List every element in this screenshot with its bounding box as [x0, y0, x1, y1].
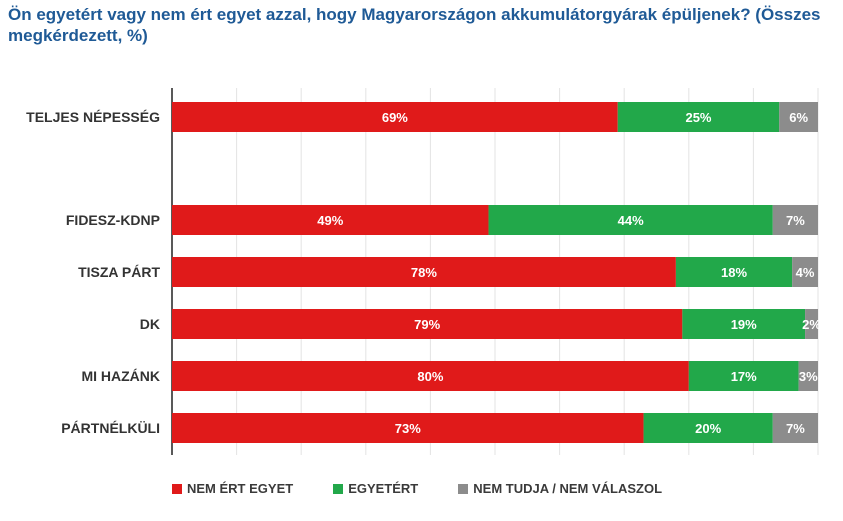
data-label: 4% [796, 265, 815, 280]
data-label: 18% [721, 265, 747, 280]
category-label: TELJES NÉPESSÉG [26, 109, 160, 125]
legend-item-nem-ert-egyet: NEM ÉRT EGYET [172, 481, 293, 496]
bar-segment [172, 257, 676, 287]
bar-segment [682, 309, 806, 339]
category-label: MI HAZÁNK [81, 368, 160, 384]
legend-label-egyetert: EGYETÉRT [348, 481, 419, 496]
data-label: 2% [802, 317, 821, 332]
bar-segment [488, 205, 773, 235]
data-label: 80% [417, 369, 443, 384]
bar-segment [172, 361, 689, 391]
bar-segment [798, 361, 818, 391]
category-label: FIDESZ-KDNP [66, 212, 160, 228]
chart-plot: TELJES NÉPESSÉG 69% 25% 6% FIDESZ-KDNP 49% 44%… [26, 88, 821, 455]
legend-label-nem-ert-egyet: NEM ÉRT EGYET [187, 481, 294, 496]
bar-segment [172, 309, 683, 339]
data-label: 6% [789, 110, 808, 125]
data-label: 44% [618, 213, 644, 228]
bar-segment [172, 102, 618, 132]
data-label: 78% [411, 265, 437, 280]
bar-segment [643, 413, 773, 443]
data-label: 19% [731, 317, 757, 332]
legend-label-nem-tudja: NEM TUDJA / NEM VÁLASZOL [473, 481, 663, 496]
legend-item-nem-tudja: NEM TUDJA / NEM VÁLASZOL [458, 481, 662, 496]
data-label: 49% [317, 213, 343, 228]
bar-segment [779, 102, 818, 132]
chart-title: Ön egyetért vagy nem ért egyet azzal, ho… [8, 5, 821, 45]
legend-swatch-nem-ert-egyet [172, 483, 182, 494]
legend-item-egyetert: EGYETÉRT [333, 481, 418, 496]
data-label: 73% [395, 421, 421, 436]
category-label: TISZA PÁRT [78, 264, 160, 280]
data-label: 25% [685, 110, 711, 125]
data-label: 17% [731, 369, 757, 384]
data-label: 79% [414, 317, 440, 332]
category-label: DK [140, 316, 160, 332]
bar-segment [792, 257, 818, 287]
chart-legend: NEM ÉRT EGYET EGYETÉRT NEM TUDJA / NEM V… [172, 481, 702, 496]
legend-swatch-egyetert [333, 483, 344, 494]
data-label: 3% [799, 369, 818, 384]
bar-segment [805, 309, 818, 339]
legend-swatch-nem-tudja [458, 483, 469, 494]
data-label: 69% [382, 110, 408, 125]
data-label: 7% [786, 213, 805, 228]
bar-segment [675, 257, 793, 287]
bar-segment [688, 361, 799, 391]
bar-segment [172, 205, 489, 235]
bar-segment [772, 413, 818, 443]
data-label: 20% [695, 421, 721, 436]
bar-segment [772, 205, 818, 235]
category-label: PÁRTNÉLKÜLI [61, 420, 160, 436]
bar-segment [617, 102, 780, 132]
data-label: 7% [786, 421, 805, 436]
bar-segment [172, 413, 644, 443]
